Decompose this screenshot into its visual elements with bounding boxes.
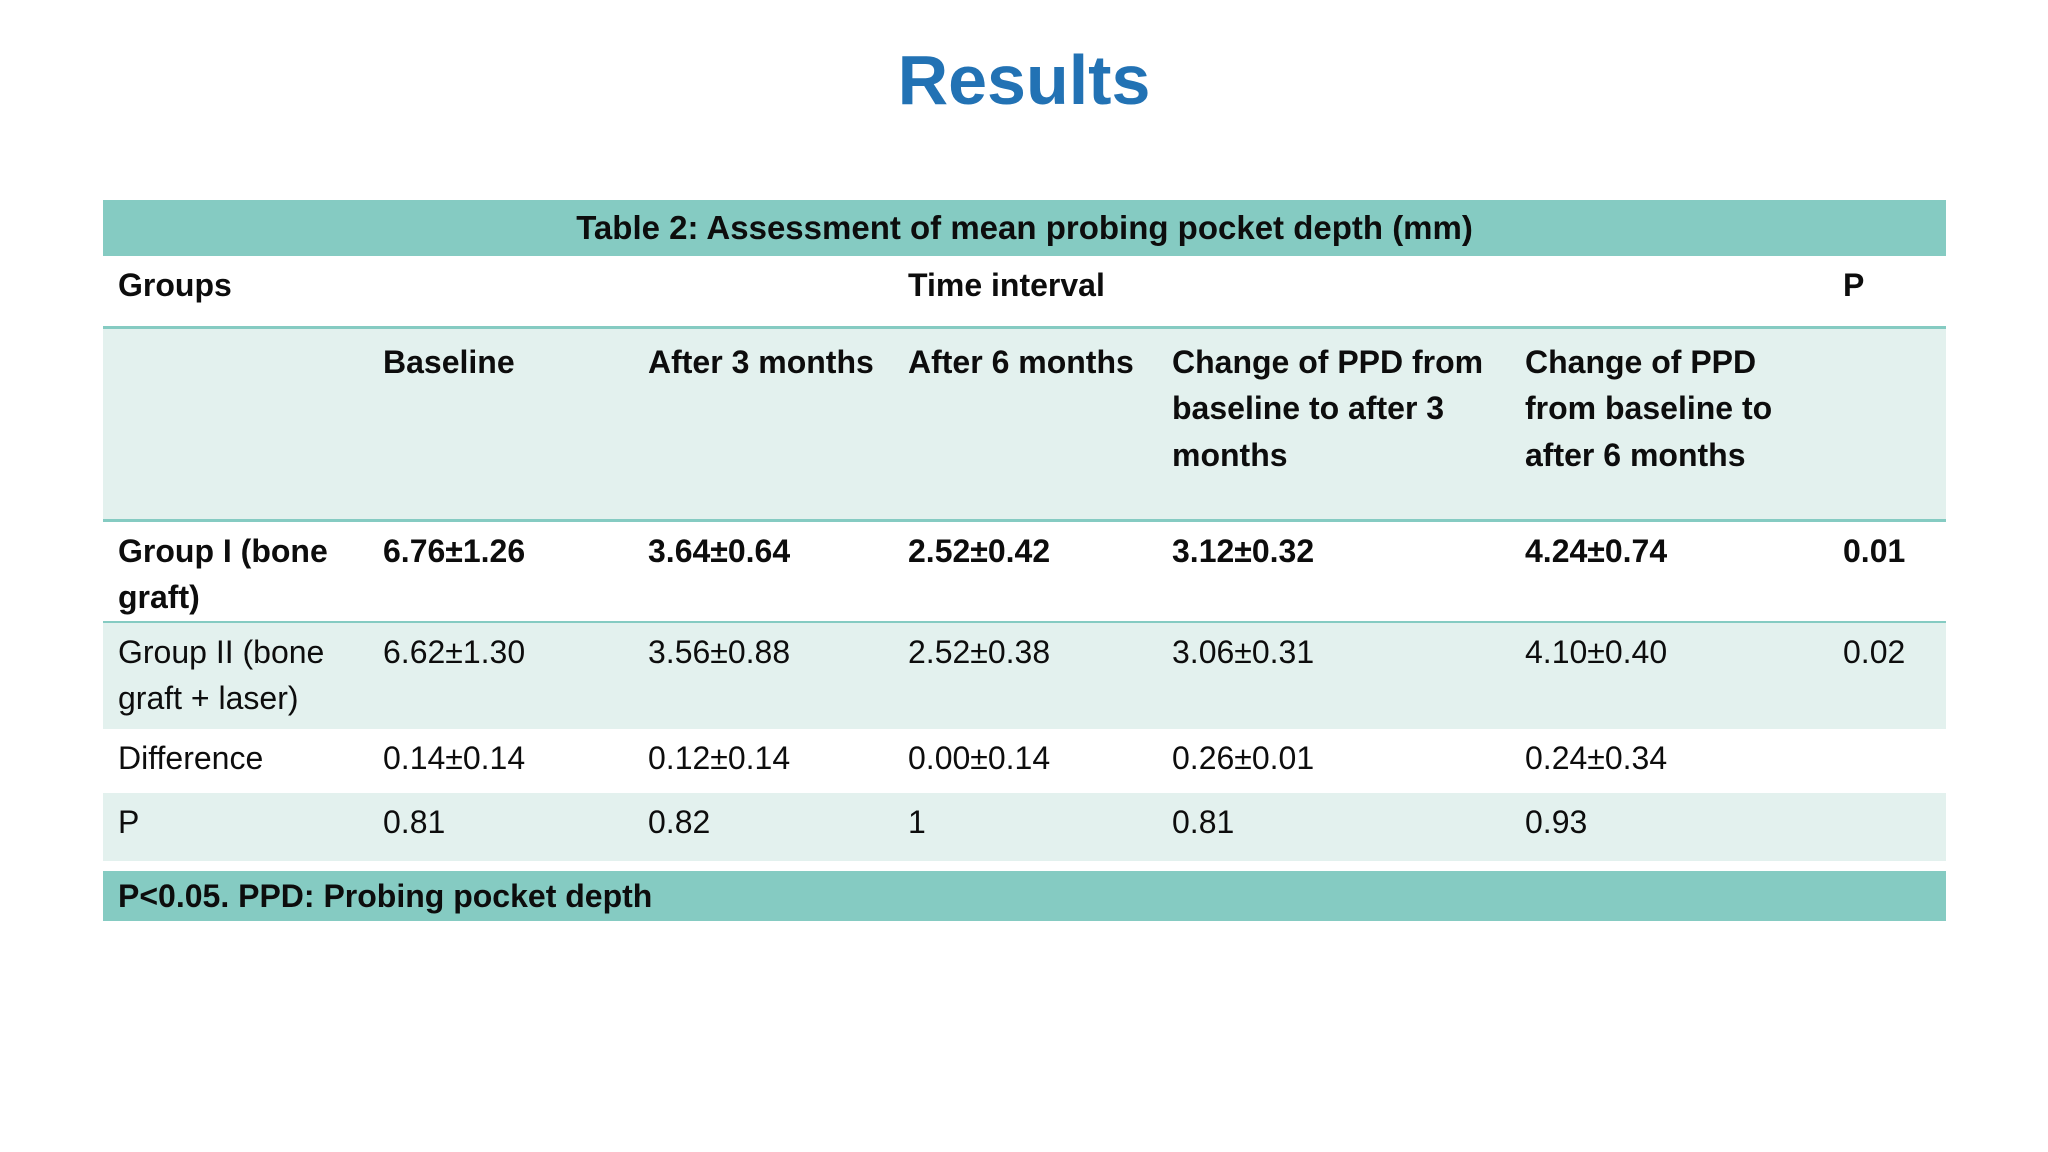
table-spacer-row (103, 861, 1946, 871)
table-cell-p: 0.01 (1835, 520, 1947, 623)
col-header-after3: After 3 months (648, 327, 908, 522)
row-label: Difference (118, 739, 264, 776)
col-header-baseline: Baseline (383, 327, 648, 522)
table-cell: 6.62±1.30 (383, 621, 648, 729)
col-header-change6: Change of PPD from baseline to after 6 m… (1525, 327, 1835, 522)
table-cell-p: 0.02 (1835, 621, 1947, 729)
results-table: Table 2: Assessment of mean probing pock… (103, 200, 1947, 921)
table-cell: 3.12±0.32 (1172, 520, 1525, 623)
table-footnote: P<0.05. PPD: Probing pocket depth (103, 870, 1947, 921)
table-cell: 0.24±0.34 (1525, 739, 1668, 776)
column-header-row: Baseline After 3 months After 6 months C… (103, 327, 1947, 522)
table-cell: 0.81 (1172, 792, 1525, 861)
table-cell: 3.56±0.88 (648, 621, 908, 729)
table-cell: 0.26±0.01 (1172, 739, 1315, 776)
col-header-empty (103, 327, 383, 522)
table-cell-p (1835, 792, 1947, 861)
table-cell: 0.82 (648, 792, 908, 861)
table-cell: 2.52±0.42 (908, 520, 1172, 623)
table-row-p: P 0.81 0.82 1 0.81 0.93 (103, 792, 1947, 861)
table-cell: 2.52±0.38 (908, 621, 1172, 729)
row-label: Group I (bone graft) (103, 520, 383, 623)
table-cell: 0.81 (383, 792, 648, 861)
col-header-after6: After 6 months (908, 327, 1172, 522)
header-groups: Groups (103, 256, 383, 329)
table-row-group1: Group I (bone graft) 6.76±1.26 3.64±0.64… (103, 520, 1947, 623)
table-cell: 4.10±0.40 (1525, 621, 1835, 729)
col-header-change3: Change of PPD from baseline to after 3 m… (1172, 327, 1525, 522)
row-label: P (103, 792, 383, 861)
table-cell: 0.14±0.14 (383, 739, 526, 776)
table-cell-p (1835, 729, 1946, 793)
table-row-group2: Group II (bone graft + laser) 6.62±1.30 … (103, 621, 1947, 729)
group-header-row: Groups Time interval P (103, 256, 1947, 329)
table-cell: 4.24±0.74 (1525, 520, 1835, 623)
table-cell: 6.76±1.26 (383, 520, 648, 623)
table-row-difference: Difference 0.14±0.14 0.12±0.14 0.00±0.14… (103, 729, 1946, 793)
header-p: P (1835, 256, 1947, 329)
spacer (103, 861, 1946, 871)
table-footnote-row: P<0.05. PPD: Probing pocket depth (103, 870, 1947, 921)
row-label: Group II (bone graft + laser) (103, 621, 383, 729)
table-caption: Table 2: Assessment of mean probing pock… (103, 200, 1947, 256)
results-table-container: Table 2: Assessment of mean probing pock… (103, 200, 1947, 921)
header-spacer (383, 256, 908, 329)
table-cell: 0.93 (1525, 792, 1835, 861)
header-time-interval: Time interval (908, 256, 1835, 329)
table-caption-row: Table 2: Assessment of mean probing pock… (103, 200, 1947, 256)
table-cell: 0.00±0.14 (908, 739, 1051, 776)
table-cell: 1 (908, 792, 1172, 861)
table-cell: 0.12±0.14 (648, 739, 791, 776)
table-cell: 3.64±0.64 (648, 520, 908, 623)
slide-title: Results (897, 41, 1151, 119)
col-header-p-empty (1835, 327, 1947, 522)
table-cell: 3.06±0.31 (1172, 621, 1525, 729)
